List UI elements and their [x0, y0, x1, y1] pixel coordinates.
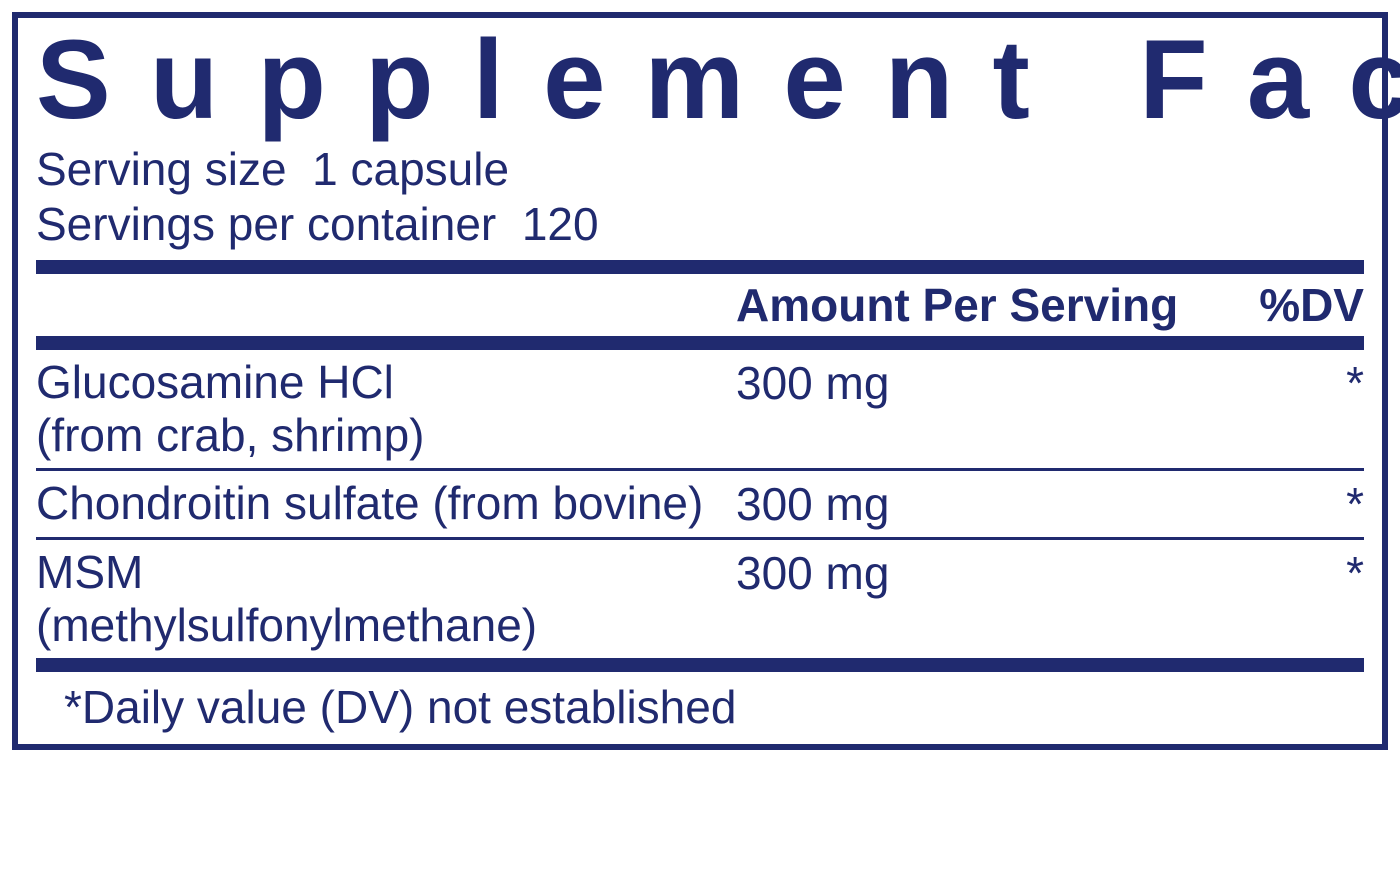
ingredient-dv: * — [1224, 477, 1364, 531]
ingredient-amount: 300 mg — [736, 477, 1224, 531]
servings-per-container-value: 120 — [522, 198, 599, 250]
dv-footnote: *Daily value (DV) not established — [36, 672, 1364, 736]
ingredient-sub-text: (methylsulfonylmethane) — [36, 599, 537, 651]
ingredient-name: Glucosamine HCl (from crab, shrimp) — [36, 356, 736, 462]
ingredient-dv: * — [1224, 356, 1364, 410]
panel-title: Supplement Facts — [36, 18, 1364, 142]
column-header-amount: Amount Per Serving — [736, 278, 1224, 332]
ingredient-sub-text: (from crab, shrimp) — [36, 409, 424, 461]
serving-size-value: 1 capsule — [312, 143, 509, 195]
ingredient-amount: 300 mg — [736, 546, 1224, 600]
serving-size-line: Serving size 1 capsule — [36, 142, 1364, 197]
column-header-row: Amount Per Serving %DV — [36, 274, 1364, 336]
ingredient-name-text: Glucosamine HCl — [36, 356, 394, 408]
ingredient-name-text: Chondroitin sulfate (from bovine) — [36, 477, 703, 529]
serving-size-label: Serving size — [36, 143, 287, 195]
column-header-dv: %DV — [1224, 278, 1364, 332]
ingredient-dv: * — [1224, 546, 1364, 600]
ingredient-row: Chondroitin sulfate (from bovine) 300 mg… — [36, 471, 1364, 537]
supplement-facts-panel: Supplement Facts Serving size 1 capsule … — [12, 12, 1388, 750]
ingredient-row: MSM (methylsulfonylmethane) 300 mg * — [36, 540, 1364, 658]
ingredient-name: Chondroitin sulfate (from bovine) — [36, 477, 736, 530]
ingredient-name-text: MSM — [36, 546, 143, 598]
ingredient-row: Glucosamine HCl (from crab, shrimp) 300 … — [36, 350, 1364, 468]
ingredient-amount: 300 mg — [736, 356, 1224, 410]
divider-bar — [36, 336, 1364, 350]
servings-per-container-label: Servings per container — [36, 198, 496, 250]
divider-bar — [36, 658, 1364, 672]
divider-bar — [36, 260, 1364, 274]
servings-per-container-line: Servings per container 120 — [36, 197, 1364, 260]
ingredient-name: MSM (methylsulfonylmethane) — [36, 546, 736, 652]
